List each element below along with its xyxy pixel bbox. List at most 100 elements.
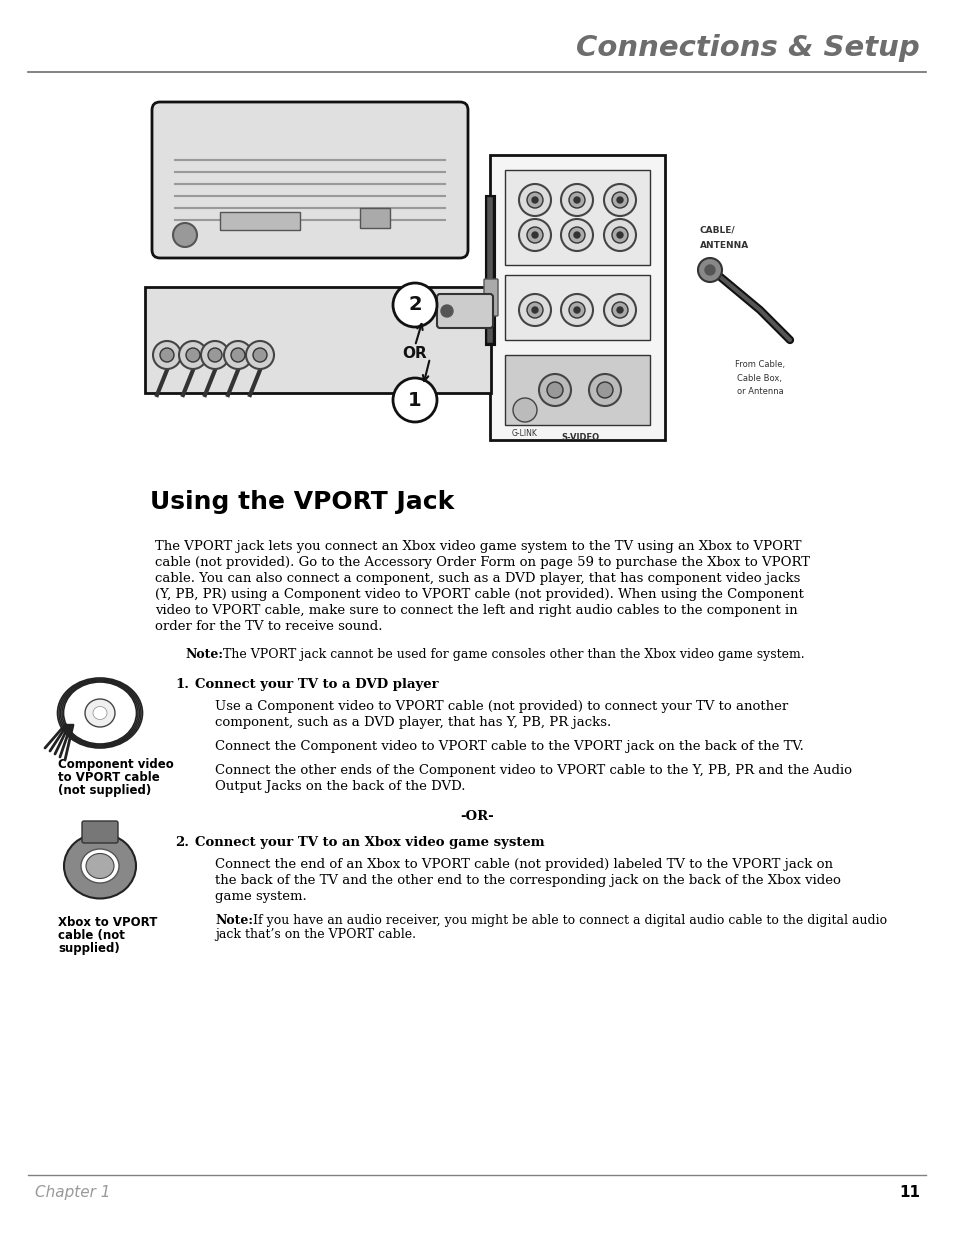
FancyBboxPatch shape [359,207,390,228]
Text: or Antenna: or Antenna [736,387,782,395]
Text: video to VPORT cable, make sure to connect the left and right audio cables to th: video to VPORT cable, make sure to conne… [154,604,797,618]
Circle shape [246,341,274,369]
Text: Note:: Note: [185,648,223,661]
Circle shape [603,219,636,251]
FancyBboxPatch shape [152,103,468,258]
Circle shape [526,191,542,207]
Text: the back of the TV and the other end to the corresponding jack on the back of th: the back of the TV and the other end to … [214,874,840,887]
Text: Using the VPORT Jack: Using the VPORT Jack [150,490,454,514]
Text: Output Jacks on the back of the DVD.: Output Jacks on the back of the DVD. [214,781,465,793]
FancyBboxPatch shape [436,294,493,329]
Text: G-LINK: G-LINK [512,429,537,437]
Circle shape [617,198,622,203]
FancyBboxPatch shape [82,821,118,844]
Text: 1.: 1. [174,678,189,692]
Text: jack that’s on the VPORT cable.: jack that’s on the VPORT cable. [214,927,416,941]
Circle shape [253,348,267,362]
FancyBboxPatch shape [483,279,497,316]
Circle shape [201,341,229,369]
Text: S-VIDEO: S-VIDEO [560,432,598,441]
Circle shape [538,374,571,406]
Circle shape [526,227,542,243]
Circle shape [518,184,551,216]
FancyBboxPatch shape [220,212,299,230]
Circle shape [568,303,584,317]
Ellipse shape [86,853,113,878]
Circle shape [574,232,579,238]
Text: 11: 11 [898,1186,919,1200]
Text: From Cable,: From Cable, [734,361,784,369]
Circle shape [393,283,436,327]
Text: Chapter 1: Chapter 1 [35,1186,111,1200]
Text: cable (not provided). Go to the Accessory Order Form on page 59 to purchase the : cable (not provided). Go to the Accessor… [154,556,809,569]
Circle shape [704,266,714,275]
Text: Note:: Note: [214,914,253,927]
Text: Connect the Component video to VPORT cable to the VPORT jack on the back of the : Connect the Component video to VPORT cab… [214,740,803,753]
Text: order for the TV to receive sound.: order for the TV to receive sound. [154,620,382,634]
Text: (not supplied): (not supplied) [58,784,152,797]
Text: Cable Box,: Cable Box, [737,373,781,383]
Circle shape [440,305,453,317]
Circle shape [612,227,627,243]
Circle shape [568,227,584,243]
Text: Component video: Component video [58,758,173,771]
Text: Xbox to VPORT: Xbox to VPORT [58,916,157,929]
Ellipse shape [85,699,115,727]
Text: -OR-: -OR- [459,810,494,823]
Text: 2.: 2. [174,836,189,848]
Circle shape [560,294,593,326]
Circle shape [518,294,551,326]
FancyBboxPatch shape [504,354,649,425]
Text: component, such as a DVD player, that has Y, PB, PR jacks.: component, such as a DVD player, that ha… [214,716,611,729]
FancyBboxPatch shape [504,170,649,266]
Circle shape [231,348,245,362]
Circle shape [603,184,636,216]
Circle shape [186,348,200,362]
Text: 2: 2 [408,295,421,315]
Circle shape [560,219,593,251]
Circle shape [612,303,627,317]
Text: Connect the end of an Xbox to VPORT cable (not provided) labeled TV to the VPORT: Connect the end of an Xbox to VPORT cabl… [214,858,832,871]
Circle shape [160,348,173,362]
Circle shape [172,224,196,247]
FancyBboxPatch shape [490,156,664,440]
Text: Connect the other ends of the Component video to VPORT cable to the Y, PB, PR an: Connect the other ends of the Component … [214,764,851,777]
Circle shape [568,191,584,207]
Circle shape [574,198,579,203]
Text: The VPORT jack cannot be used for game consoles other than the Xbox video game s: The VPORT jack cannot be used for game c… [219,648,803,661]
Circle shape [179,341,207,369]
Circle shape [208,348,222,362]
Text: CABLE/: CABLE/ [700,226,735,235]
Text: cable. You can also connect a component, such as a DVD player, that has componen: cable. You can also connect a component,… [154,572,800,585]
Circle shape [560,184,593,216]
Circle shape [224,341,252,369]
Text: Use a Component video to VPORT cable (not provided) to connect your TV to anothe: Use a Component video to VPORT cable (no… [214,700,787,713]
Circle shape [518,219,551,251]
Ellipse shape [64,834,136,899]
Text: cable (not: cable (not [58,929,125,942]
Circle shape [574,308,579,312]
Text: (Y, PB, PR) using a Component video to VPORT cable (not provided). When using th: (Y, PB, PR) using a Component video to V… [154,588,803,601]
Text: Connections & Setup: Connections & Setup [576,35,919,62]
Text: to VPORT cable: to VPORT cable [58,771,159,784]
Text: Connect your TV to a DVD player: Connect your TV to a DVD player [194,678,438,692]
Circle shape [588,374,620,406]
Text: Connect your TV to an Xbox video game system: Connect your TV to an Xbox video game sy… [194,836,544,848]
Circle shape [393,378,436,422]
Circle shape [152,341,181,369]
Circle shape [603,294,636,326]
Circle shape [513,398,537,422]
Circle shape [617,308,622,312]
Circle shape [532,232,537,238]
FancyBboxPatch shape [504,275,649,340]
Circle shape [698,258,721,282]
Ellipse shape [81,848,119,883]
FancyBboxPatch shape [145,287,491,393]
Circle shape [532,308,537,312]
Text: ANTENNA: ANTENNA [700,241,748,249]
Text: If you have an audio receiver, you might be able to connect a digital audio cabl: If you have an audio receiver, you might… [249,914,886,927]
Circle shape [617,232,622,238]
Circle shape [597,382,613,398]
Circle shape [546,382,562,398]
Text: 1: 1 [408,390,421,410]
